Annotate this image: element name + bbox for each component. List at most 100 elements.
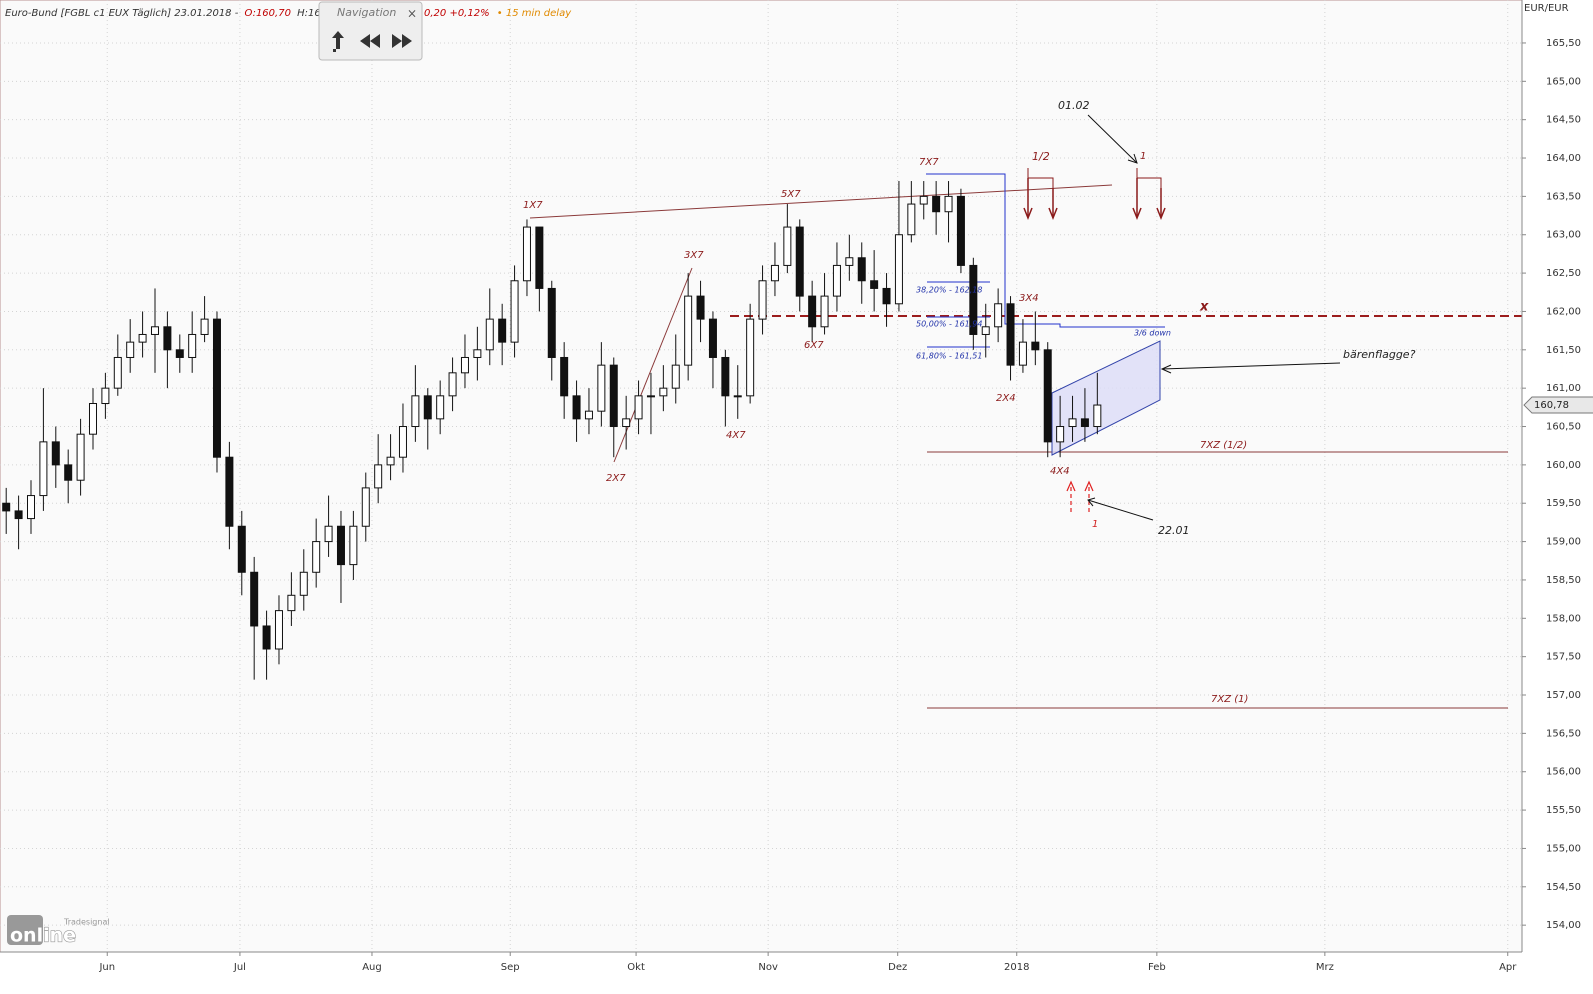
flag-label: bärenflagge? (1343, 348, 1416, 361)
candle-body (832, 264, 841, 297)
candle-body (411, 395, 420, 428)
candle-body (708, 318, 717, 358)
candle-body (200, 318, 209, 335)
candle-body (820, 295, 829, 328)
candle-body (312, 541, 321, 573)
candle-body (944, 195, 953, 213)
home-button[interactable] (332, 31, 344, 52)
candle-body (1056, 426, 1065, 443)
candle-body (584, 410, 593, 420)
candle-body (622, 418, 631, 428)
candle-body (560, 356, 569, 397)
close-button[interactable]: × (407, 7, 417, 21)
candle-body (795, 226, 804, 297)
candle-body (498, 318, 507, 343)
pointer-arrows (1087, 114, 1341, 521)
y-tick-label: 156,50 (1546, 728, 1581, 739)
candle-body (733, 395, 742, 398)
candle-body (535, 226, 544, 289)
candle-body (88, 403, 97, 435)
y-tick-label: 158,00 (1546, 613, 1581, 624)
candle-body (882, 287, 891, 305)
wave-label: 1X7 (523, 200, 543, 211)
trendline (613, 267, 693, 463)
candle-body (1006, 303, 1015, 366)
y-tick-label: 163,50 (1546, 191, 1581, 202)
candle-body (510, 280, 519, 343)
candles (2, 181, 1102, 680)
last-price: 160,78 (1523, 396, 1593, 414)
candle-body (746, 318, 755, 397)
candle-body (981, 326, 990, 335)
header-open: O:160,70 (245, 8, 291, 19)
candle-body (684, 295, 693, 366)
candle-body (894, 234, 903, 305)
panel-box (318, 1, 423, 61)
candle-body (696, 295, 705, 320)
candle-body (671, 364, 680, 389)
logo-badge (7, 915, 43, 945)
candle-body (572, 395, 581, 420)
candle-body (448, 372, 457, 397)
x-tick-label: Jun (98, 962, 115, 973)
plot-area (0, 0, 1523, 953)
candle-body (51, 441, 60, 466)
wave-label: 2X4 (996, 393, 1016, 404)
candle-body (857, 257, 866, 282)
candle-body (361, 487, 370, 527)
candle-body (659, 387, 668, 397)
wave-label: 3X4 (1019, 293, 1039, 304)
x-tick-label: Okt (627, 962, 645, 973)
fib-label: 3/6 down (1134, 329, 1171, 338)
candle-body (845, 257, 854, 266)
candle-body (485, 318, 494, 351)
wave-label: 2X7 (606, 473, 626, 484)
y-tick-label: 157,50 (1546, 652, 1581, 663)
date-label: 22.01 (1158, 524, 1190, 537)
candle-body (460, 356, 469, 374)
y-tick-label: 161,00 (1546, 383, 1581, 394)
candle-body (101, 387, 110, 405)
y-tick-label: 164,00 (1546, 153, 1581, 164)
candle-body (126, 341, 135, 358)
wave-label: 3X7 (684, 250, 704, 261)
candle-body (1093, 404, 1102, 428)
grid (0, 0, 1522, 952)
x-tick-label: Dez (888, 962, 907, 973)
candle-body (324, 525, 333, 543)
x-tick-label: Mrz (1316, 962, 1334, 973)
header-right: 0,20 +0,12% • 15 min delay (424, 8, 572, 19)
y-tick-label: 160,00 (1546, 460, 1581, 471)
y-tick-label: 155,50 (1546, 805, 1581, 816)
logo-name: online (10, 925, 76, 947)
candle-body (188, 333, 197, 358)
candle-body (1031, 341, 1040, 351)
wave-label: 7X7 (919, 157, 939, 168)
candle-body (956, 195, 965, 266)
candle-body (113, 356, 122, 389)
x-tick-label: 2018 (1004, 962, 1029, 973)
candle-body (250, 571, 259, 627)
level-label: 7XZ (1/2) (1200, 440, 1247, 451)
back-button[interactable] (360, 34, 380, 48)
y-tick-label: 159,50 (1546, 498, 1581, 509)
x-tick-label: Aug (362, 962, 382, 973)
y-tick-label: 158,50 (1546, 575, 1581, 586)
candle-body (336, 525, 345, 566)
candle-body (597, 364, 606, 412)
count-label: 1 (1092, 519, 1098, 530)
trendline (529, 184, 1113, 219)
y-tick-label: 162,00 (1546, 306, 1581, 317)
y-tick-label: 163,00 (1546, 230, 1581, 241)
fib-label: 38,20% - 162,18 (916, 286, 982, 295)
last-price-marker (1523, 396, 1593, 414)
y-tick-label: 156,00 (1546, 767, 1581, 778)
forward-button[interactable] (392, 34, 412, 48)
y-tick-label: 161,50 (1546, 345, 1581, 356)
nav-buttons (332, 31, 412, 52)
candle-body (398, 426, 407, 458)
candle-body (1068, 418, 1077, 428)
candle-body (237, 525, 246, 573)
fib-label: 50,00% - 161,94 (916, 320, 982, 329)
candle-body (423, 395, 432, 420)
